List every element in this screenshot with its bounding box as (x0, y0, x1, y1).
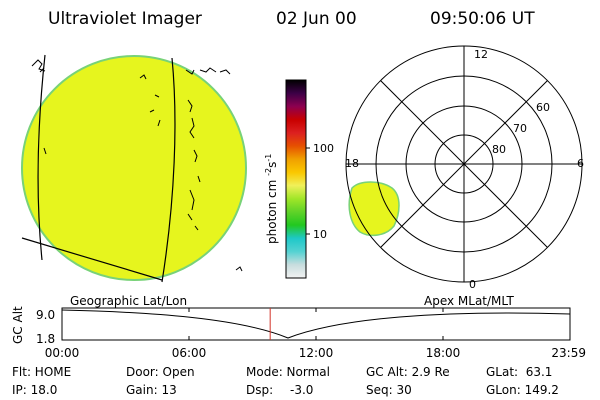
apex-coord-label: Apex MLat/MLT (424, 294, 514, 308)
dsp-value: -3.0 (290, 383, 313, 397)
geographic-coord-label: Geographic Lat/Lon (70, 294, 187, 308)
colorbar-unit-label: photon cm -2s-1 (264, 154, 279, 244)
lat-label-80: 80 (492, 143, 506, 156)
flight-status: Flt: HOME (12, 365, 71, 379)
glon-status: GLon: 149.2 (486, 383, 559, 397)
polar-grid (345, 45, 583, 283)
colorbar-tick-label: 100 (313, 142, 334, 155)
time-tick-label: 00:00 (45, 346, 80, 360)
orbit-timeline: Geographic Lat/Lon Apex MLat/MLT GC Alt … (11, 294, 586, 360)
lat-label-70: 70 (513, 122, 527, 135)
time-tick-label: 12:00 (299, 346, 334, 360)
gc-alt-status: GC Alt: 2.9 Re (366, 365, 450, 379)
gc-alt-axis-title: GC Alt (11, 306, 25, 344)
time-tick-label: 18:00 (426, 346, 461, 360)
mode-status: Mode: Normal (246, 365, 330, 379)
header: Ultraviolet Imager 02 Jun 00 09:50:06 UT (48, 9, 535, 29)
alt-min-label: 1.8 (36, 332, 55, 346)
colorbar: 100 10 photon cm -2s-1 (264, 79, 334, 279)
unit-superscript: -1 (264, 154, 273, 162)
status-footer: Flt: HOME IP: 18.0 Door: Open Gain: 13 M… (12, 365, 559, 397)
unit-text: photon cm (265, 180, 279, 244)
polar-plot: 12 18 6 0 60 70 80 (345, 45, 584, 291)
instrument-title: Ultraviolet Imager (48, 9, 202, 29)
unit-text: s (265, 162, 279, 168)
gain-status: Gain: 13 (126, 383, 177, 397)
time-tick-label: 23:59 (551, 346, 586, 360)
glat-status: GLat: 63.1 (486, 365, 552, 379)
time-axis: 00:00 06:00 12:00 18:00 23:59 (45, 308, 586, 360)
mlt-label-0: 0 (469, 278, 476, 291)
aurora-region (348, 181, 400, 237)
mlt-label-6: 6 (577, 157, 584, 170)
colorbar-tick-label: 10 (313, 228, 327, 241)
colorbar-scale (285, 79, 307, 279)
time-label: 09:50:06 UT (430, 9, 535, 29)
mlt-spoke (380, 80, 548, 248)
seq-status: Seq: 30 (366, 383, 412, 397)
earth-image-panel (21, 54, 247, 283)
unit-superscript: -2 (264, 168, 273, 176)
mlt-label-12: 12 (474, 48, 488, 61)
alt-max-label: 9.0 (36, 308, 55, 322)
date-label: 02 Jun 00 (276, 9, 357, 29)
ip-status: IP: 18.0 (12, 383, 57, 397)
parallel-line (21, 237, 163, 281)
meridian-line (37, 54, 46, 261)
time-tick-label: 06:00 (172, 346, 207, 360)
mlt-label-18: 18 (345, 157, 359, 170)
coastline-fragments (31, 59, 243, 272)
dsp-label: Dsp: (246, 383, 273, 397)
altitude-curve (61, 309, 571, 339)
door-status: Door: Open (126, 365, 195, 379)
meridian-line (161, 57, 176, 283)
lat-label-60: 60 (536, 101, 550, 114)
earth-disk (21, 55, 247, 281)
